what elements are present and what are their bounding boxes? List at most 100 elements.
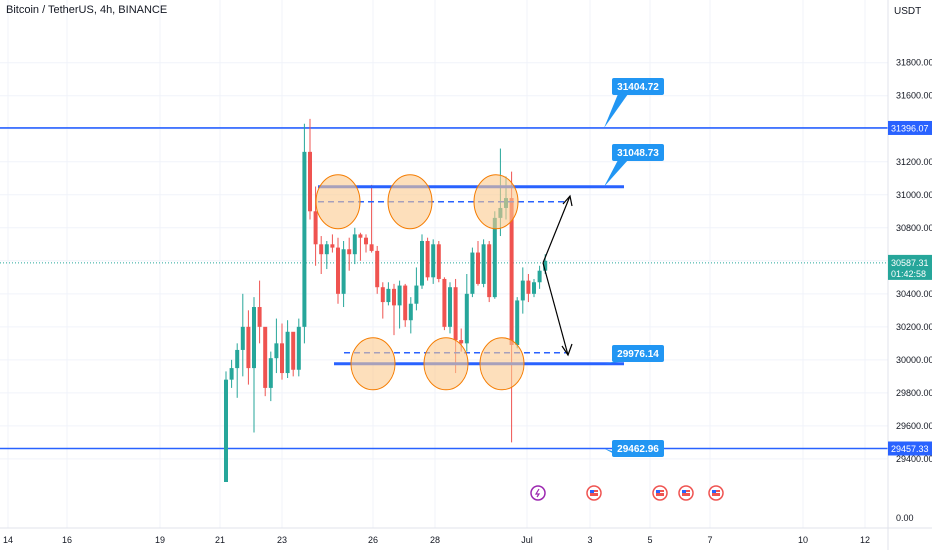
callout-label: 29976.14	[617, 349, 659, 360]
level-axis-label-bg	[888, 441, 932, 456]
candle-body	[224, 379, 228, 482]
candle-body	[453, 287, 458, 341]
event-icons[interactable]	[530, 485, 724, 501]
arrow-up-icon	[542, 195, 571, 264]
us-flag-event-icon[interactable]	[652, 485, 668, 501]
candle-body	[403, 285, 408, 321]
arrow-down-icon	[542, 262, 569, 356]
currency-label: USDT	[894, 6, 922, 17]
candle-body	[386, 288, 391, 303]
countdown-timer: 01:42:58	[891, 269, 926, 279]
callout-label: 31404.72	[617, 82, 659, 93]
callout-label-bg	[612, 144, 664, 161]
us-flag-event-icon[interactable]	[586, 485, 602, 501]
us-flag-event-icon[interactable]	[678, 485, 694, 501]
y-tick-label: 31000.00	[896, 190, 932, 200]
candle-body	[392, 288, 396, 306]
x-tick-label: 3	[587, 535, 592, 545]
y-tick-label: 31200.00	[896, 157, 932, 167]
level-axis-label: 31396.07	[891, 123, 929, 133]
candle-body	[358, 234, 363, 238]
candles	[224, 118, 548, 482]
callout-pointer	[604, 160, 628, 187]
candle-body	[291, 331, 296, 370]
top-touch-circle	[473, 174, 519, 230]
candle-body	[464, 293, 469, 344]
candle-body	[308, 151, 312, 212]
callout-label: 31048.73	[617, 148, 659, 159]
price-axis[interactable]: 31800.0031600.0031400.0031200.0031000.00…	[887, 0, 932, 550]
level-axis-label: 29457.33	[891, 444, 929, 454]
candle-body	[252, 307, 256, 369]
arrow-down-head	[561, 343, 573, 357]
candle-body	[313, 211, 318, 245]
candle-body	[408, 303, 413, 321]
candle-body	[240, 326, 245, 350]
candle-body	[543, 260, 548, 271]
candle-body	[431, 244, 436, 278]
x-tick-label: 5	[647, 535, 652, 545]
candle-body	[520, 280, 525, 301]
lightning-event-icon[interactable]	[530, 485, 546, 501]
candle-body	[459, 340, 464, 344]
top-touch-circle	[315, 174, 361, 230]
candle-body	[380, 287, 385, 303]
x-tick-label: 16	[62, 535, 72, 545]
candle-body	[420, 240, 424, 286]
callout-label: 29462.96	[617, 444, 659, 455]
candle-body	[509, 198, 514, 345]
candle-body	[229, 368, 234, 380]
callout-label-bg	[612, 78, 664, 95]
callout-pointer	[604, 94, 628, 128]
candle-body	[369, 244, 374, 251]
top-touch-circle	[387, 174, 433, 230]
candle-body	[425, 240, 430, 278]
x-tick-label: 19	[155, 535, 165, 545]
x-tick-label: 28	[430, 535, 440, 545]
candle-body	[364, 237, 368, 245]
candle-body	[268, 358, 273, 388]
y-tick-label: 31600.00	[896, 91, 932, 101]
level-axis-label-bg	[888, 120, 932, 135]
y-tick-label: 29400.00	[896, 454, 932, 464]
x-tick-label: 12	[860, 535, 870, 545]
candle-body	[336, 247, 340, 294]
x-tick-label: Jul	[521, 535, 533, 545]
annotations: 31404.72 31048.73 29976.14 29462.96	[315, 78, 664, 457]
candle-body	[263, 326, 268, 388]
candle-body	[476, 252, 480, 284]
x-tick-label: 14	[3, 535, 13, 545]
callout-label-bg	[612, 440, 664, 457]
bottom-touch-circle	[423, 337, 469, 391]
candle-body	[257, 307, 262, 327]
flag-canton	[656, 490, 660, 493]
candle-body	[414, 285, 419, 304]
candle-body	[537, 270, 542, 283]
y-tick-label: 30000.00	[896, 355, 932, 365]
current-price-tag	[888, 254, 932, 280]
bottom-touch-circle	[350, 337, 396, 391]
time-axis[interactable]: 14 16 19 21 23 26 28 Jul 3 5 7 10 12	[0, 527, 932, 545]
callout-label-bg	[612, 345, 664, 362]
candle-body	[330, 244, 335, 248]
candle-body	[274, 343, 279, 359]
candle-body	[526, 280, 531, 294]
candle-body	[470, 252, 475, 294]
arrow-up-head	[562, 194, 573, 207]
y-tick-label: 30200.00	[896, 322, 932, 332]
candle-body	[397, 285, 402, 306]
y-tick-label: 29600.00	[896, 421, 932, 431]
x-tick-label: 21	[215, 535, 225, 545]
candle-body	[442, 278, 447, 327]
candle-body	[347, 249, 352, 255]
current-price-value: 30587.31	[891, 258, 929, 268]
candle-body	[487, 244, 492, 298]
symbol-title: Bitcoin / TetherUS, 4h, BINANCE	[6, 4, 168, 16]
flag-canton	[682, 490, 686, 493]
us-flag-event-icon[interactable]	[708, 485, 724, 501]
candle-body	[319, 244, 324, 255]
y-tick-label: 0.00	[896, 513, 914, 523]
bottom-touch-circle	[479, 337, 525, 391]
candle-body	[492, 217, 497, 298]
